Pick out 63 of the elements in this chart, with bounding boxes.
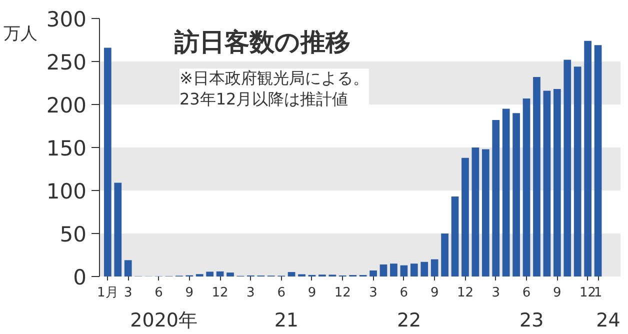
bar <box>410 264 418 276</box>
x-tick-label: 6 <box>277 286 286 300</box>
bar <box>400 265 408 276</box>
bar <box>226 272 234 276</box>
x-tick-label: 3 <box>492 286 500 300</box>
bar <box>430 259 438 276</box>
text: ※日本政府観光局による。 23年12月以降は推計値 <box>180 68 369 108</box>
bar <box>522 98 530 276</box>
x-tick-label: 3 <box>124 286 132 300</box>
text: 21 <box>274 310 299 332</box>
x-tick-label: 6 <box>400 286 408 300</box>
bar <box>533 76 540 276</box>
x-tick-label: 9 <box>553 286 562 300</box>
x-tick-label: 3 <box>369 286 378 300</box>
bar <box>114 182 122 276</box>
bar <box>390 264 398 276</box>
bar <box>543 90 551 276</box>
x-tick-label: 12 <box>212 286 228 300</box>
bar <box>553 89 561 276</box>
bar <box>492 120 500 276</box>
bar <box>420 262 428 276</box>
text: 23 <box>520 310 544 332</box>
x-tick-label: 6 <box>154 286 163 300</box>
chart-title: 訪日客数の推移 <box>174 28 350 56</box>
x-tick-label: 3 <box>246 286 255 300</box>
bar <box>472 148 480 276</box>
bar <box>370 270 377 276</box>
bar <box>482 149 490 276</box>
x-tick-label: 6 <box>522 286 531 300</box>
bar <box>462 158 469 276</box>
bar <box>502 108 510 276</box>
y-tick-label: 300 <box>46 8 87 32</box>
x-tick-label: 12 <box>456 286 474 300</box>
bar <box>124 260 132 276</box>
y-axis-title: 万人 <box>4 24 38 44</box>
text: 22 <box>396 310 422 332</box>
y-tick-label: 200 <box>46 94 87 118</box>
x-tick-label: 9 <box>430 286 439 300</box>
x-tick-label: 12 <box>580 286 596 300</box>
bar <box>206 272 214 276</box>
bar <box>104 48 112 276</box>
bar <box>380 264 388 276</box>
y-tick-label: 0 <box>73 266 87 290</box>
y-tick-label: 250 <box>46 50 87 74</box>
y-tick-label: 150 <box>46 136 87 160</box>
bar <box>451 196 459 276</box>
x-tick-label: 12 <box>334 286 351 300</box>
y-tick-label: 50 <box>60 222 87 246</box>
bar <box>574 66 582 276</box>
text: 24 <box>596 310 620 332</box>
x-tick-label: 9 <box>185 286 194 300</box>
bar <box>564 60 572 276</box>
y-tick-label: 100 <box>46 180 87 204</box>
x-tick-label: 9 <box>308 286 316 300</box>
bar <box>594 45 602 276</box>
bar <box>584 40 592 276</box>
bar <box>216 271 224 276</box>
x-tick-label: 1 <box>594 286 602 300</box>
bar <box>288 272 296 276</box>
bar <box>512 113 520 276</box>
x-tick-label: 1月 <box>97 286 118 300</box>
text: 2020年 <box>130 310 198 332</box>
bar <box>441 234 448 276</box>
